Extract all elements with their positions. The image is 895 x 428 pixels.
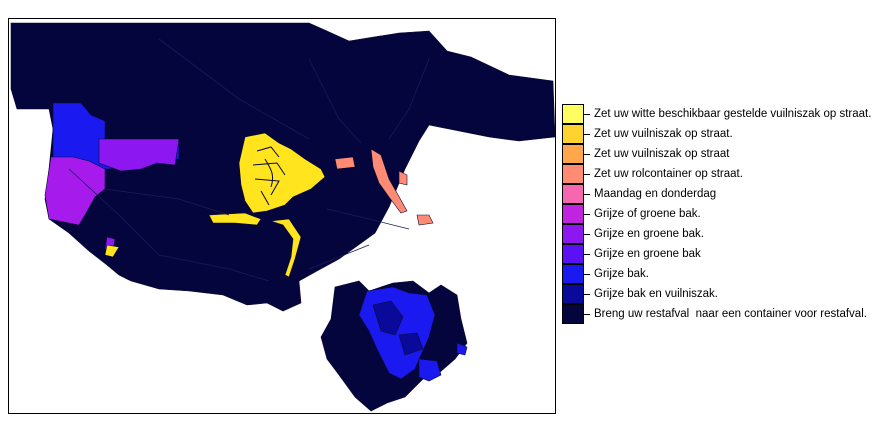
legend-label: Grijze en groene bak. bbox=[594, 228, 704, 240]
legend-label: Zet uw vuilniszak op straat. bbox=[594, 128, 733, 140]
legend-item: Zet uw vuilniszak op straat bbox=[562, 144, 892, 164]
legend-item: Breng uw restafval naar een container vo… bbox=[562, 304, 892, 324]
legend-item: Grijze en groene bak. bbox=[562, 224, 892, 244]
legend-item: Zet uw vuilniszak op straat. bbox=[562, 124, 892, 144]
legend-swatch bbox=[562, 304, 584, 324]
legend-label: Zet uw vuilniszak op straat bbox=[594, 148, 730, 160]
legend-tick bbox=[584, 314, 590, 315]
map-center-canals bbox=[252, 146, 286, 206]
legend-item: Grijze bak en vuilniszak. bbox=[562, 284, 892, 304]
map-frame bbox=[8, 18, 556, 414]
legend-tick bbox=[584, 294, 590, 295]
map-region-center-spur-south2 bbox=[270, 218, 302, 278]
legend-label: Zet uw witte beschikbaar gestelde vuilni… bbox=[594, 108, 872, 120]
legend-label: Maandag en donderdag bbox=[594, 188, 717, 200]
legend-swatch bbox=[562, 164, 584, 184]
legend-label: Grijze bak. bbox=[594, 268, 649, 280]
legend-item: Grijze bak. bbox=[562, 264, 892, 284]
legend-label: Zet uw rolcontainer op straat. bbox=[594, 168, 743, 180]
map-region-east-small-3 bbox=[398, 170, 408, 186]
legend-swatch bbox=[562, 204, 584, 224]
legend-item: Grijze en groene bak bbox=[562, 244, 892, 264]
legend-tick bbox=[584, 114, 590, 115]
legend-label: Breng uw restafval naar een container vo… bbox=[594, 308, 867, 320]
map-region-east-strip bbox=[370, 148, 408, 214]
legend-tick bbox=[584, 234, 590, 235]
legend-item: Maandag en donderdag bbox=[562, 184, 892, 204]
map-region-se-navy-1 bbox=[372, 300, 404, 336]
legend-tick bbox=[584, 134, 590, 135]
legend-item: Zet uw witte beschikbaar gestelde vuilni… bbox=[562, 104, 892, 124]
legend-tick bbox=[584, 194, 590, 195]
legend-tick bbox=[584, 274, 590, 275]
legend-label: Grijze bak en vuilniszak. bbox=[594, 288, 718, 300]
legend-swatch bbox=[562, 184, 584, 204]
map-region-east-small-2 bbox=[416, 214, 434, 226]
map-region-west-violet bbox=[44, 156, 106, 226]
amsterdam-waste-map bbox=[10, 22, 555, 412]
legend-swatch bbox=[562, 104, 584, 124]
legend-swatch bbox=[562, 264, 584, 284]
map-region-center bbox=[238, 132, 326, 214]
map-region-se-blue-2 bbox=[418, 358, 442, 382]
legend-swatch bbox=[562, 144, 584, 164]
legend-tick bbox=[584, 254, 590, 255]
legend-swatch bbox=[562, 224, 584, 244]
legend-tick bbox=[584, 214, 590, 215]
legend-item: Grijze of groene bak. bbox=[562, 204, 892, 224]
map-region-east-small-1 bbox=[334, 156, 356, 170]
map-region-se-blue-3 bbox=[456, 342, 468, 356]
legend-label: Grijze en groene bak bbox=[594, 248, 701, 260]
legend-tick bbox=[584, 174, 590, 175]
legend-swatch bbox=[562, 124, 584, 144]
map-district-borders bbox=[68, 38, 430, 282]
map-region-west-purple bbox=[98, 138, 180, 172]
map-region-se-navy-2 bbox=[398, 332, 424, 356]
legend-swatch bbox=[562, 284, 584, 304]
legend-tick bbox=[584, 154, 590, 155]
legend-swatch bbox=[562, 244, 584, 264]
map-region-west-yellow-small bbox=[104, 244, 120, 258]
legend-label: Grijze of groene bak. bbox=[594, 208, 701, 220]
legend-item: Zet uw rolcontainer op straat. bbox=[562, 164, 892, 184]
map-region-center-spur-south bbox=[208, 212, 262, 226]
